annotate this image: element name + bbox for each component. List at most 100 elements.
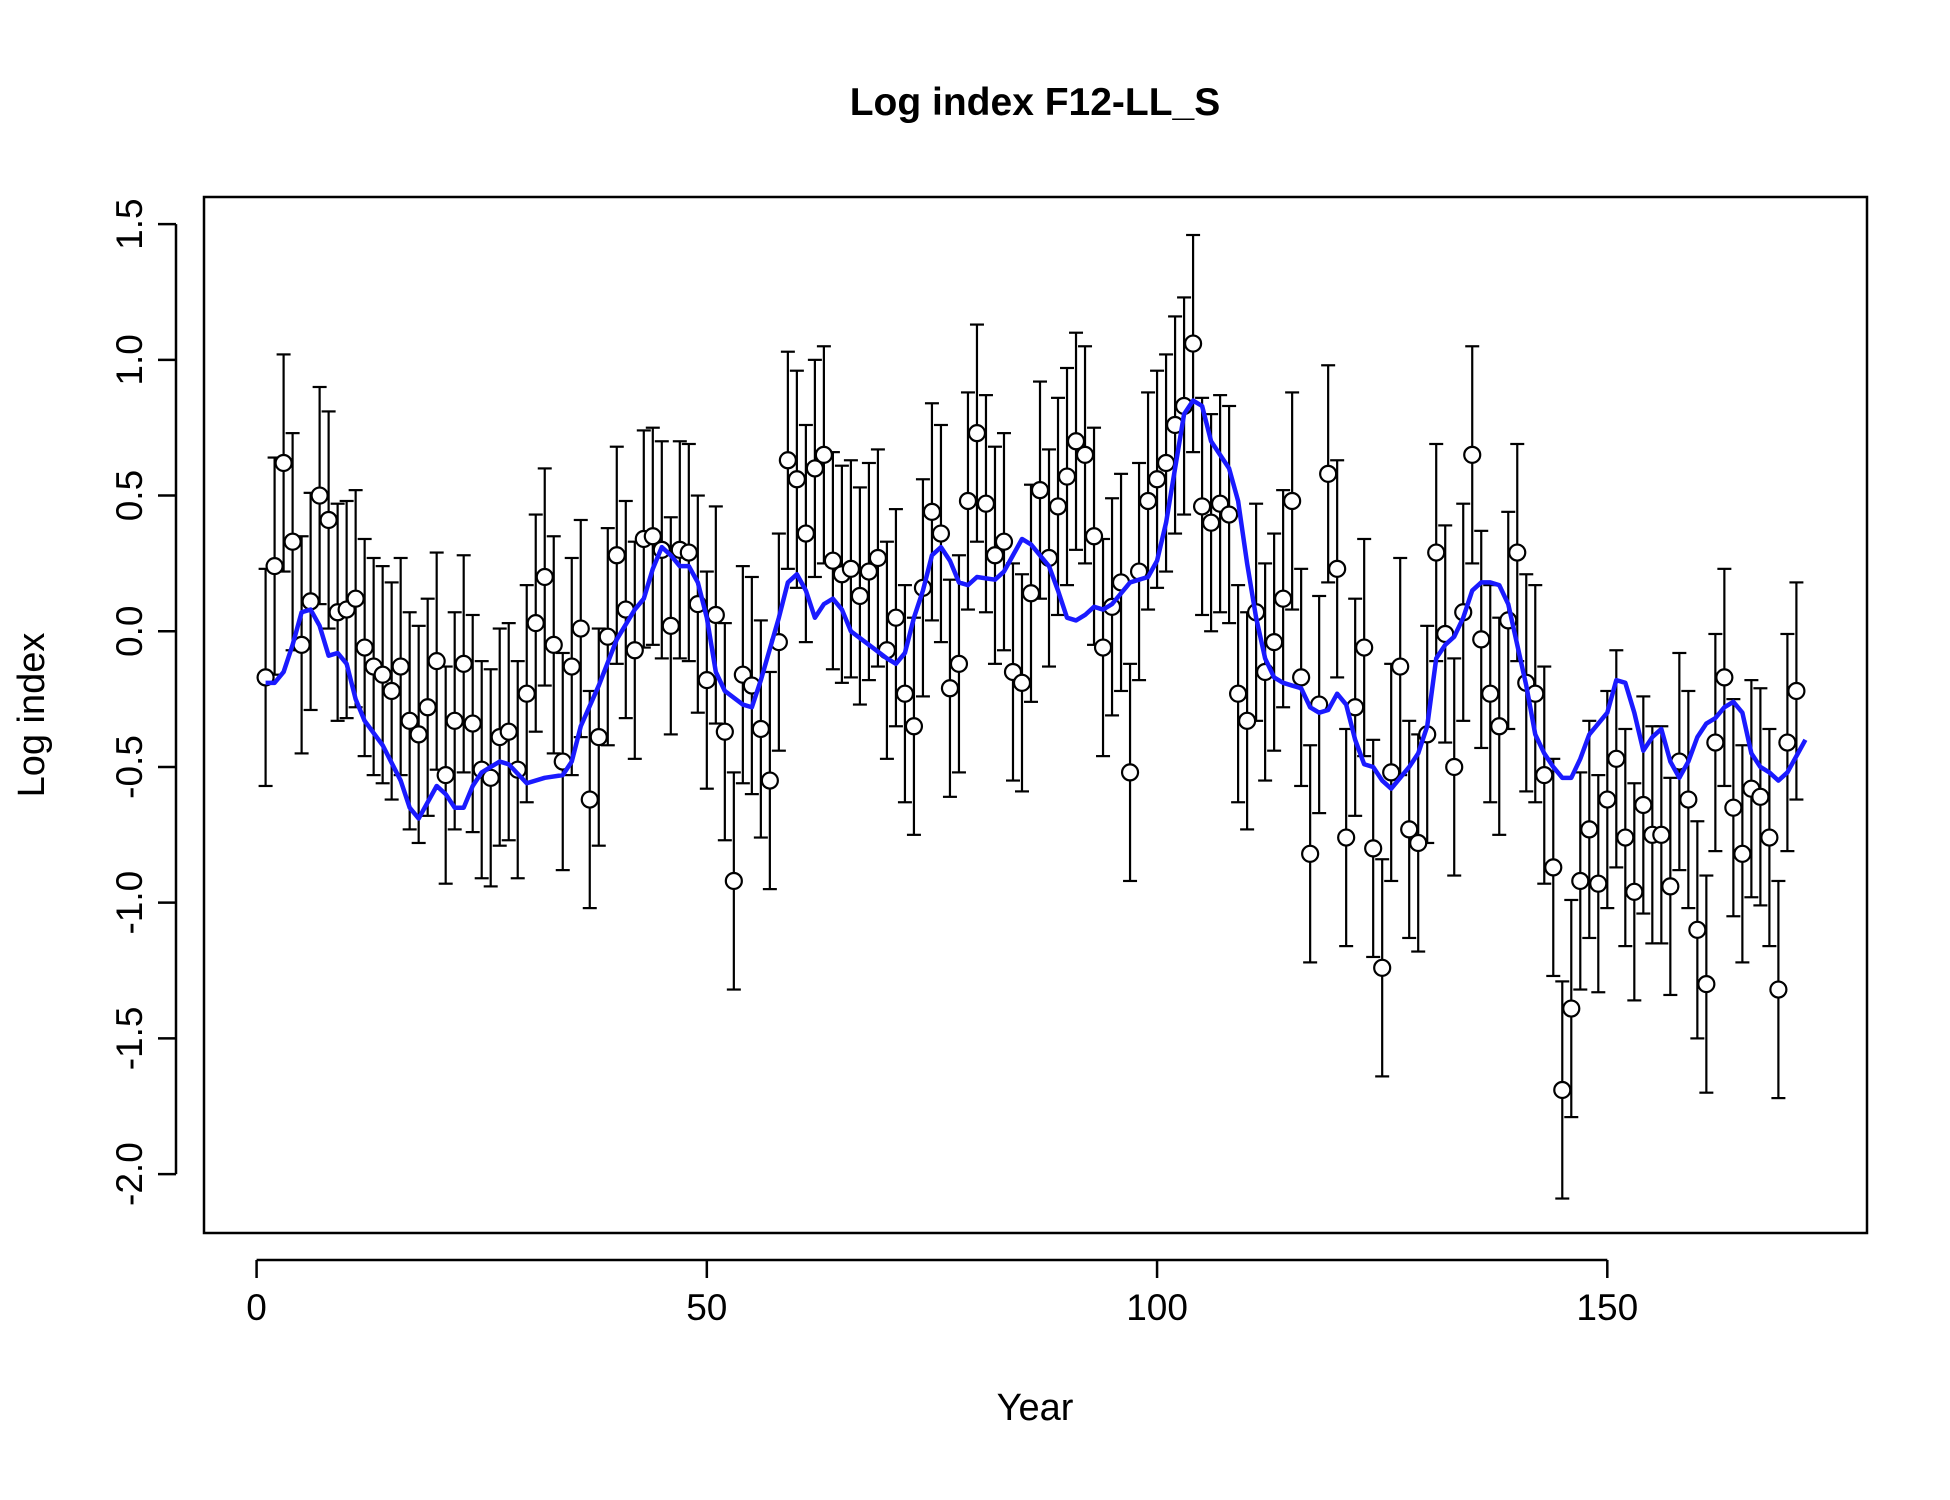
data-point: [1769, 980, 1788, 999]
data-point: [319, 510, 338, 530]
data-point: [1697, 975, 1716, 994]
data-point: [1580, 820, 1599, 839]
data-point: [571, 619, 590, 638]
data-point: [1238, 711, 1257, 730]
data-point: [598, 627, 617, 646]
data-point: [940, 679, 960, 698]
data-point: [1598, 790, 1617, 809]
data-point: [1625, 882, 1644, 901]
data-point: [760, 771, 779, 790]
data-point: [814, 445, 833, 464]
data-point: [1760, 828, 1779, 847]
data-point: [1084, 527, 1104, 546]
data-point: [1120, 763, 1140, 782]
x-tick-label: 100: [1126, 1287, 1188, 1328]
data-point: [715, 722, 734, 741]
data-point: [1057, 467, 1077, 486]
data-point: [1535, 766, 1554, 785]
data-point: [373, 665, 392, 684]
data-point: [283, 532, 302, 551]
data-point: [1301, 844, 1320, 863]
data-point: [1337, 828, 1356, 847]
data-point: [706, 605, 725, 625]
data-point: [1652, 825, 1671, 844]
data-point: [1634, 795, 1653, 815]
y-tick-label: 1.0: [109, 334, 150, 385]
data-point: [1616, 828, 1635, 847]
y-tick-label: 1.5: [109, 198, 150, 249]
data-point: [1183, 334, 1203, 353]
data-point: [1553, 1080, 1572, 1100]
data-point: [1427, 543, 1446, 562]
data-point: [1706, 733, 1725, 752]
data-point: [1589, 874, 1608, 893]
data-point: [418, 698, 437, 717]
data-point: [1012, 673, 1032, 692]
data-point: [1292, 668, 1311, 687]
data-point: [643, 527, 662, 546]
data-point: [1733, 844, 1752, 863]
data-point: [607, 546, 626, 565]
data-point: [1562, 999, 1581, 1018]
data-point: [868, 548, 888, 568]
data-point: [274, 453, 293, 473]
data-point: [1382, 763, 1401, 782]
x-axis-label: Year: [997, 1387, 1074, 1429]
data-point: [1229, 684, 1248, 703]
data-point: [787, 470, 806, 489]
y-tick-label: 0.5: [109, 470, 150, 521]
data-point: [859, 562, 879, 581]
x-tick-label: 50: [686, 1287, 727, 1328]
data-point: [1138, 491, 1158, 511]
data-point: [1319, 464, 1338, 483]
data-point: [310, 486, 329, 505]
plot-frame: [202, 195, 1869, 1235]
data-point: [1201, 513, 1221, 532]
chart-title: Log index F12-LL_S: [850, 81, 1221, 124]
data-point: [1147, 470, 1167, 489]
data-point: [382, 681, 401, 701]
data-point: [409, 725, 428, 744]
data-point: [1463, 445, 1482, 464]
data-point: [445, 711, 464, 730]
data-point: [886, 608, 906, 627]
data-point: [1481, 684, 1500, 703]
data-point: [967, 424, 987, 443]
data-point: [679, 543, 698, 562]
data-point: [805, 459, 824, 478]
data-point: [463, 714, 482, 733]
data-point: [589, 728, 608, 747]
data-point: [454, 654, 473, 673]
data-point: [355, 638, 374, 657]
data-point: [751, 719, 770, 739]
data-point: [1715, 668, 1734, 687]
data-point: [1021, 584, 1041, 603]
data-point: [724, 871, 743, 891]
data-point: [949, 654, 969, 673]
data-point: [1778, 733, 1797, 752]
data-point: [301, 592, 320, 611]
data-point: [1724, 798, 1743, 817]
data-point: [985, 546, 1005, 565]
data-point: [1409, 833, 1428, 853]
y-tick-label: -2.0: [109, 1142, 150, 1206]
data-point: [1571, 871, 1590, 891]
data-point: [841, 559, 861, 578]
data-point: [1030, 481, 1050, 500]
data-point: [1472, 630, 1491, 649]
data-point: [994, 532, 1014, 551]
y-tick-label: -0.5: [109, 735, 150, 799]
data-point: [1075, 445, 1095, 464]
data-point: [895, 684, 915, 703]
data-point: [904, 717, 924, 736]
x-tick-label: 150: [1576, 1287, 1638, 1328]
data-point: [697, 671, 716, 690]
data-point: [922, 502, 942, 521]
data-point: [517, 684, 536, 703]
data-point: [481, 768, 500, 787]
data-point: [778, 451, 797, 470]
data-point: [1373, 958, 1392, 977]
data-point: [562, 657, 581, 676]
data-point: [625, 641, 644, 660]
